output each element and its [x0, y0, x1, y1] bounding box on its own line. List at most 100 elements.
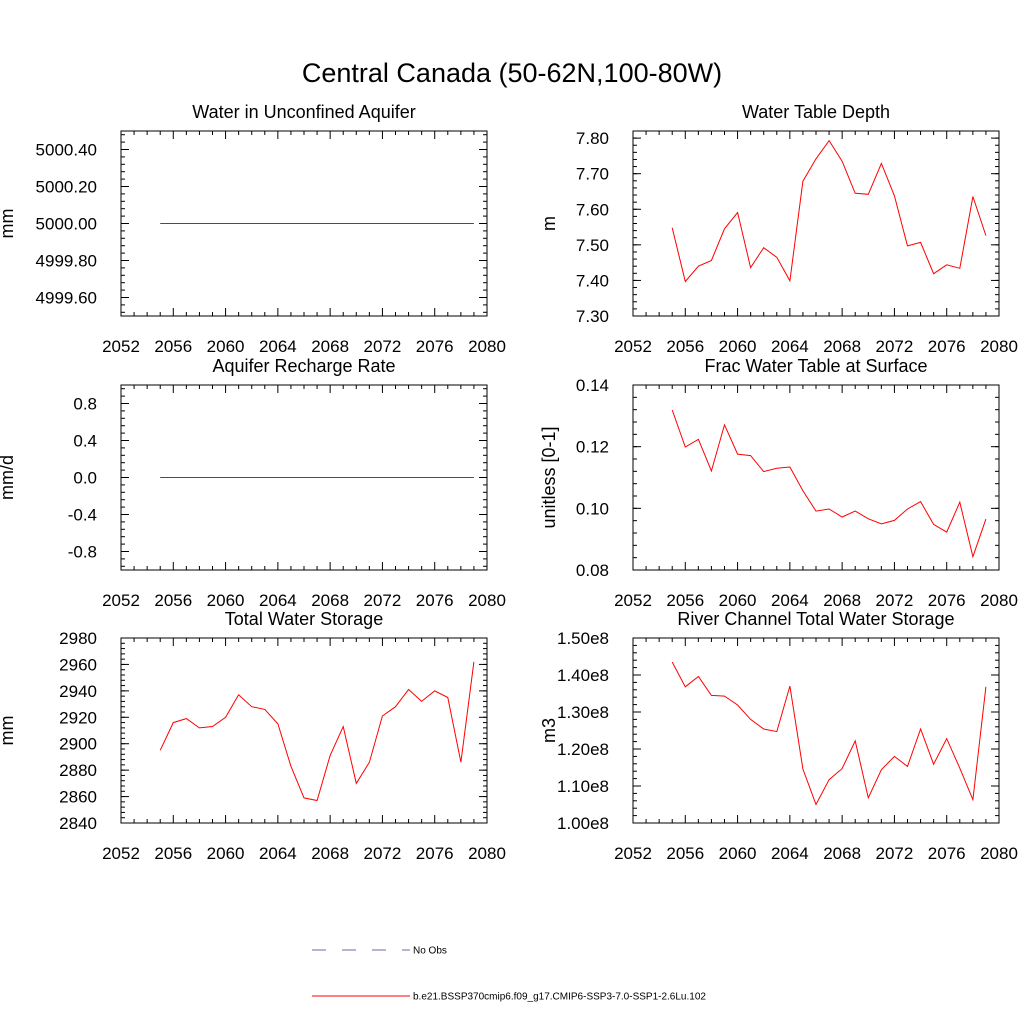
x-tick-label: 2072: [876, 591, 914, 610]
y-axis-label: mm: [0, 716, 17, 746]
figure-title: Central Canada (50-62N,100-80W): [302, 58, 722, 88]
x-tick-label: 2056: [666, 337, 704, 356]
x-tick-label: 2072: [364, 337, 402, 356]
y-tick-label: 0.4: [73, 432, 97, 451]
plot-frame: [632, 637, 1000, 824]
x-tick-label: 2056: [666, 591, 704, 610]
y-tick-label: 7.30: [576, 307, 609, 326]
x-tick-label: 2076: [928, 591, 966, 610]
x-tick-label: 2064: [259, 591, 297, 610]
y-tick-label: 0.14: [576, 376, 609, 395]
y-tick-label: 7.50: [576, 236, 609, 255]
x-tick-label: 2072: [364, 844, 402, 863]
x-tick-label: 2064: [771, 844, 809, 863]
x-tick-label: 2076: [416, 591, 454, 610]
x-tick-label: 2052: [614, 337, 652, 356]
panel-title: Water Table Depth: [742, 102, 890, 122]
x-tick-label: 2052: [102, 591, 140, 610]
x-tick-label: 2056: [154, 591, 192, 610]
x-tick-label: 2068: [311, 591, 349, 610]
y-tick-label: 7.80: [576, 129, 609, 148]
panel-title: River Channel Total Water Storage: [677, 609, 954, 629]
y-axis-label: mm: [0, 209, 17, 239]
x-tick-label: 2060: [207, 591, 245, 610]
legend-item-1: No Obs: [312, 946, 447, 957]
x-tick-label: 2080: [980, 844, 1018, 863]
x-tick-label: 2076: [928, 844, 966, 863]
y-tick-label: 2940: [59, 682, 97, 701]
x-tick-label: 2068: [823, 337, 861, 356]
x-tick-label: 2072: [364, 591, 402, 610]
series-line-1: [671, 139, 987, 283]
x-tick-label: 2060: [719, 591, 757, 610]
y-tick-label: 4999.80: [36, 252, 97, 271]
y-tick-label: 5000.20: [36, 178, 97, 197]
y-tick-label: 0.08: [576, 561, 609, 580]
panel-title: Total Water Storage: [225, 609, 383, 629]
y-tick-label: 0.0: [73, 469, 97, 488]
series-line-1: [671, 409, 987, 559]
x-tick-label: 2056: [154, 337, 192, 356]
y-tick-label: 4999.60: [36, 289, 97, 308]
y-tick-label: 1.30e8: [557, 703, 609, 722]
y-tick-label: 2980: [59, 629, 97, 648]
y-axis-label: mm/d: [0, 455, 17, 500]
x-tick-label: 2072: [876, 337, 914, 356]
x-tick-label: 2076: [928, 337, 966, 356]
y-tick-label: 5000.00: [36, 215, 97, 234]
x-tick-label: 2064: [771, 337, 809, 356]
x-tick-label: 2076: [416, 844, 454, 863]
y-tick-label: 0.10: [576, 499, 609, 518]
legend-item-2: b.e21.BSSP370cmip6.f09_g17.CMIP6-SSP3-7.…: [312, 992, 706, 1003]
x-tick-label: 2076: [416, 337, 454, 356]
y-tick-label: 5000.40: [36, 141, 97, 160]
plot-frame: [120, 637, 488, 824]
x-tick-label: 2080: [468, 591, 506, 610]
y-tick-label: 7.60: [576, 200, 609, 219]
x-tick-label: 2060: [719, 337, 757, 356]
chart-panel-5: Total Water Storage mm 2052 2056 2060 2064 206…: [0, 609, 506, 863]
x-tick-label: 2052: [614, 844, 652, 863]
y-tick-label: 1.40e8: [557, 666, 609, 685]
y-tick-label: 2960: [59, 655, 97, 674]
x-tick-label: 2080: [468, 844, 506, 863]
y-tick-label: 2900: [59, 735, 97, 754]
x-tick-label: 2068: [823, 844, 861, 863]
x-tick-label: 2068: [311, 337, 349, 356]
panel-title: Aquifer Recharge Rate: [212, 356, 395, 376]
x-tick-label: 2080: [468, 337, 506, 356]
y-tick-label: 1.00e8: [557, 814, 609, 833]
chart-panel-6: River Channel Total Water Storage m3 2052 2…: [539, 609, 1018, 863]
x-tick-label: 2060: [207, 337, 245, 356]
x-tick-label: 2080: [980, 591, 1018, 610]
y-tick-label: 2920: [59, 708, 97, 727]
x-tick-label: 2056: [666, 844, 704, 863]
legend-label: b.e21.BSSP370cmip6.f09_g17.CMIP6-SSP3-7.…: [413, 992, 706, 1003]
y-tick-label: 7.40: [576, 271, 609, 290]
y-tick-label: 0.8: [73, 395, 97, 414]
chart-panel-3: Aquifer Recharge Rate mm/d 2052 2056 2060 206…: [0, 356, 506, 610]
x-tick-label: 2060: [207, 844, 245, 863]
x-tick-label: 2080: [980, 337, 1018, 356]
x-tick-label: 2072: [876, 844, 914, 863]
y-axis-label: m3: [539, 718, 559, 743]
x-tick-label: 2060: [719, 844, 757, 863]
legend-label: No Obs: [413, 946, 447, 957]
x-tick-label: 2052: [614, 591, 652, 610]
x-tick-label: 2064: [259, 844, 297, 863]
legend: No Obs b.e21.BSSP370cmip6.f09_g17.CMIP6-S…: [312, 946, 706, 1003]
y-tick-label: 7.70: [576, 165, 609, 184]
x-tick-label: 2068: [823, 591, 861, 610]
chart-panel-1: Water in Unconfined Aquifer mm 2052 2056 206…: [0, 102, 506, 356]
chart-panel-2: Water Table Depth m 2052 2056 2060 2064 2068 20…: [539, 102, 1018, 356]
y-tick-label: 0.12: [576, 438, 609, 457]
y-tick-label: -0.4: [68, 506, 97, 525]
y-tick-label: 2880: [59, 761, 97, 780]
chart-panel-4: Frac Water Table at Surface unitless [0-1…: [539, 356, 1018, 610]
series-line-1: [159, 661, 475, 802]
x-tick-label: 2068: [311, 844, 349, 863]
y-axis-label: unitless [0-1]: [539, 426, 559, 528]
y-tick-label: -0.8: [68, 543, 97, 562]
y-tick-label: 2840: [59, 814, 97, 833]
